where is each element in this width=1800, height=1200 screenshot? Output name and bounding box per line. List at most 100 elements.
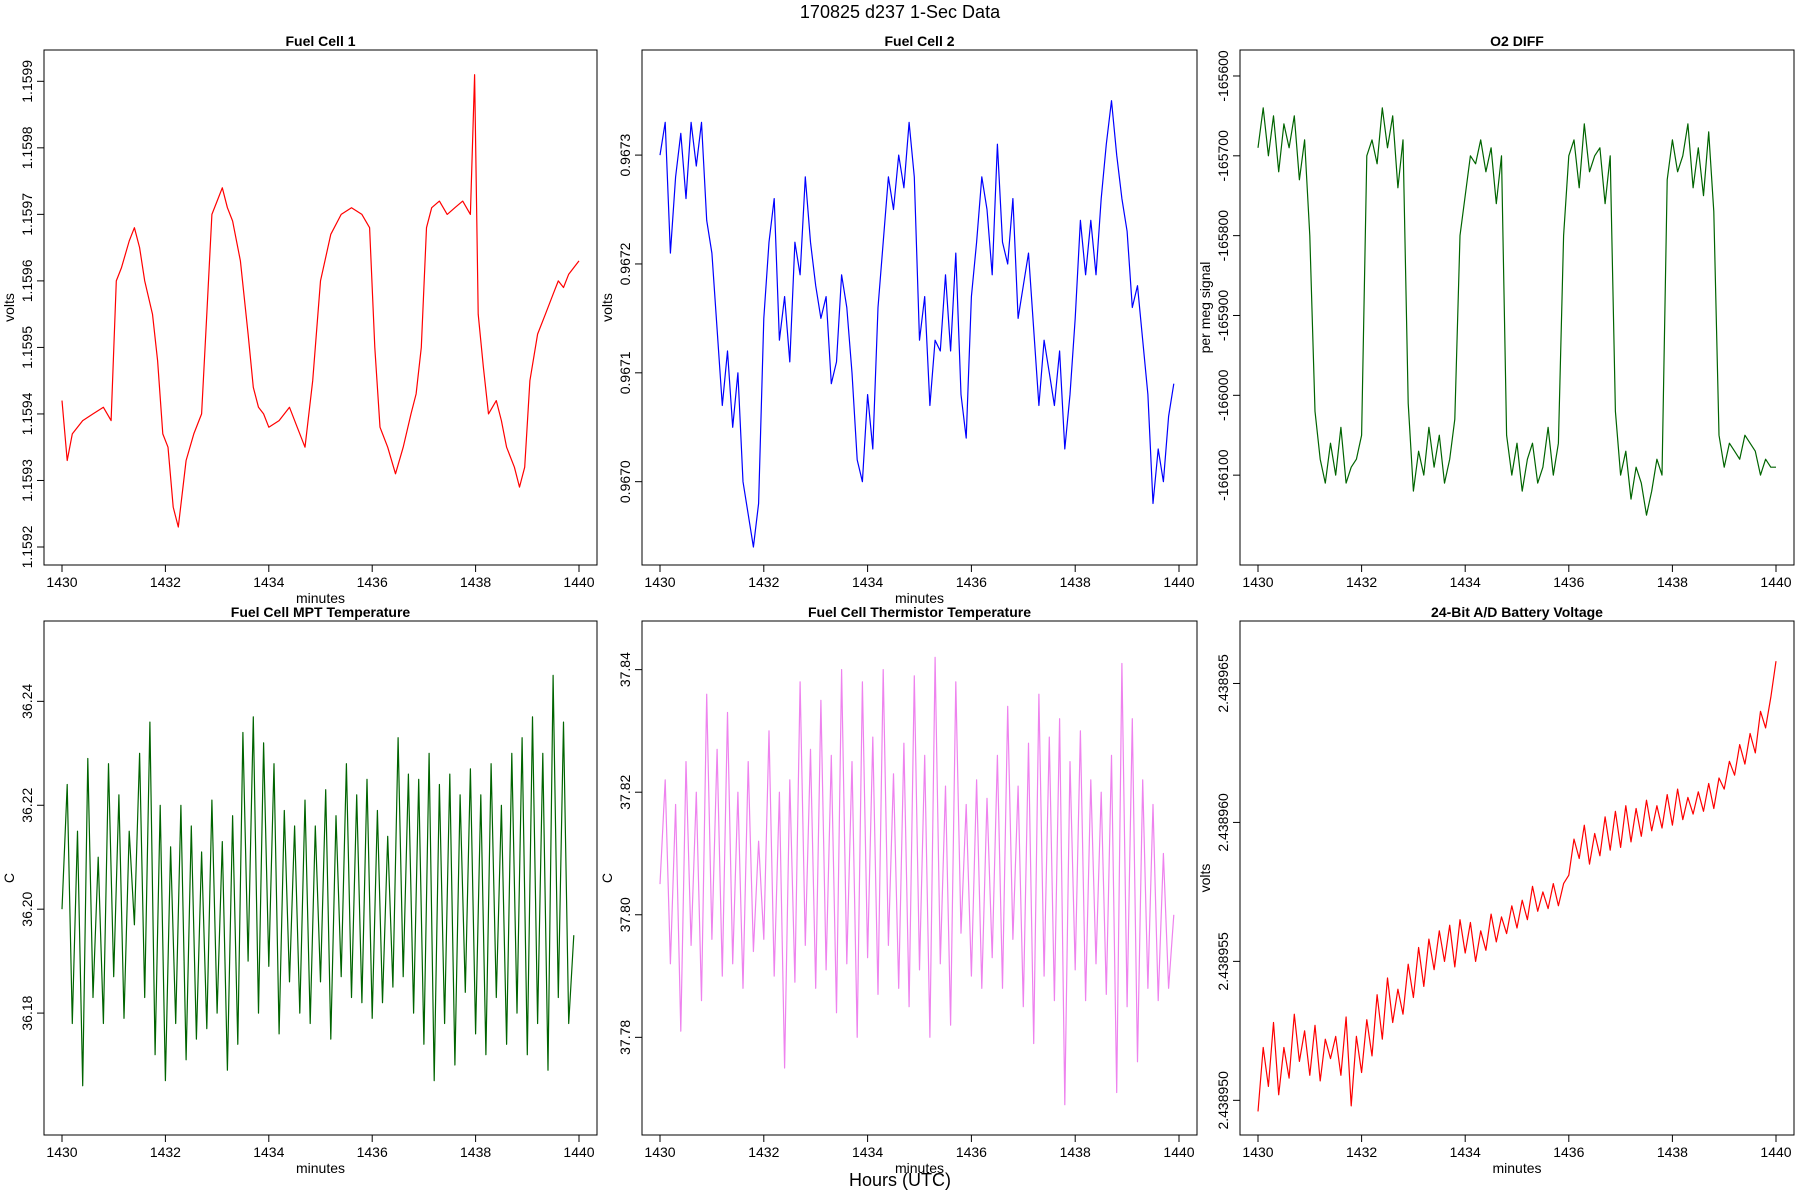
x-tick-label: 1438: [1060, 1144, 1091, 1160]
y-tick-label: 36.18: [19, 995, 35, 1030]
y-tick-label: 1.1598: [19, 126, 35, 169]
y-tick-label: 1.1599: [19, 60, 35, 103]
series-line: [61, 674, 575, 1087]
y-tick-label: -165700: [1215, 130, 1231, 182]
x-tick-label: 1436: [357, 1144, 388, 1160]
x-tick-label: 1438: [1657, 574, 1688, 590]
y-tick-label: 1.1595: [19, 326, 35, 369]
figure-title: 170825 d237 1-Sec Data: [799, 2, 1001, 22]
y-tick-label: -166000: [1215, 369, 1231, 421]
y-axis-label: C: [599, 873, 615, 883]
x-tick-label: 1434: [1450, 574, 1481, 590]
y-tick-label: 0.9670: [617, 460, 633, 503]
chart-title: Fuel Cell 1: [285, 33, 355, 49]
x-tick-label: 1434: [852, 1144, 883, 1160]
chart-title: O2 DIFF: [1490, 33, 1544, 49]
x-tick-label: 1430: [1242, 574, 1273, 590]
x-tick-label: 1432: [748, 574, 779, 590]
plot-frame: [1239, 620, 1795, 1136]
x-axis-label: minutes: [1492, 1160, 1541, 1176]
x-tick-label: 1436: [956, 1144, 987, 1160]
chart-title: 24-Bit A/D Battery Voltage: [1431, 604, 1603, 620]
series-line: [1257, 107, 1776, 516]
y-tick-label: 36.22: [19, 788, 35, 823]
chart-panel-5: Fuel Cell Thermistor Temperature 1430 1432…: [599, 604, 1198, 1176]
y-tick-label: 0.9671: [617, 351, 633, 394]
plot-frame: [641, 620, 1198, 1136]
y-tick-label: 1.1594: [19, 392, 35, 435]
x-tick-label: 1432: [150, 1144, 181, 1160]
y-axis-label: volts: [1, 293, 17, 322]
x-tick-label: 1432: [748, 1144, 779, 1160]
y-tick-label: -165600: [1215, 50, 1231, 102]
chart-panel-6: 24-Bit A/D Battery Voltage 1430 1432 1434 14…: [1197, 604, 1795, 1176]
series-line: [659, 656, 1175, 1106]
y-tick-label: 37.84: [617, 652, 633, 687]
series-line: [659, 100, 1175, 548]
x-axis-label: minutes: [296, 590, 345, 606]
x-tick-label: 1440: [563, 1144, 594, 1160]
y-tick-label: 1.1592: [19, 525, 35, 568]
x-tick-label: 1440: [1163, 574, 1194, 590]
x-tick-label: 1438: [460, 574, 491, 590]
x-tick-label: 1434: [852, 574, 883, 590]
y-tick-label: 37.82: [617, 774, 633, 809]
y-tick-label: 37.80: [617, 897, 633, 932]
x-tick-label: 1440: [563, 574, 594, 590]
x-tick-label: 1436: [357, 574, 388, 590]
x-tick-label: 1436: [1553, 574, 1584, 590]
y-tick-label: -165900: [1215, 290, 1231, 342]
x-tick-label: 1436: [1553, 1144, 1584, 1160]
y-tick-label: 36.24: [19, 684, 35, 719]
plot-frame: [641, 49, 1198, 566]
x-tick-label: 1440: [1163, 1144, 1194, 1160]
y-axis-label: per meg signal: [1197, 262, 1213, 354]
x-axis-label: minutes: [296, 1160, 345, 1176]
plot-frame: [43, 620, 598, 1136]
x-tick-label: 1434: [253, 1144, 284, 1160]
y-tick-label: 1.1596: [19, 259, 35, 302]
y-tick-label: 2.438960: [1215, 793, 1231, 852]
x-tick-label: 1432: [1346, 1144, 1377, 1160]
x-tick-label: 1436: [956, 574, 987, 590]
chart-title: Fuel Cell MPT Temperature: [231, 604, 411, 620]
series-line: [1257, 661, 1777, 1112]
y-tick-label: 2.438965: [1215, 654, 1231, 713]
x-tick-label: 1438: [460, 1144, 491, 1160]
y-tick-label: 1.1597: [19, 193, 35, 236]
chart-title: Fuel Cell 2: [884, 33, 954, 49]
y-axis-label: volts: [1197, 864, 1213, 893]
y-tick-label: 2.438950: [1215, 1071, 1231, 1130]
x-tick-label: 1432: [150, 574, 181, 590]
x-tick-label: 1432: [1346, 574, 1377, 590]
x-tick-label: 1430: [1242, 1144, 1273, 1160]
figure-xlabel: Hours (UTC): [849, 1170, 951, 1190]
x-tick-label: 1430: [644, 574, 675, 590]
x-tick-label: 1438: [1657, 1144, 1688, 1160]
y-tick-label: 37.78: [617, 1020, 633, 1055]
chart-panel-2: Fuel Cell 2 1430 1432 1434 1436 1438 1440 minut…: [599, 33, 1198, 606]
y-tick-label: 1.1593: [19, 459, 35, 502]
chart-panel-1: Fuel Cell 1 1430 1432 1434 1436 1438 1440 minut…: [1, 33, 598, 606]
x-tick-label: 1440: [1760, 1144, 1791, 1160]
chart-title: Fuel Cell Thermistor Temperature: [808, 604, 1031, 620]
y-tick-label: -166100: [1215, 449, 1231, 501]
y-tick-label: 36.20: [19, 891, 35, 926]
plot-frame: [43, 49, 598, 566]
y-tick-label: 0.9673: [617, 133, 633, 176]
x-tick-label: 1438: [1060, 574, 1091, 590]
chart-panel-4: Fuel Cell MPT Temperature 1430 1432 1434 143…: [1, 604, 598, 1176]
series-line: [61, 74, 580, 528]
x-tick-label: 1430: [644, 1144, 675, 1160]
y-tick-label: -165800: [1215, 210, 1231, 262]
x-tick-label: 1430: [46, 574, 77, 590]
x-tick-label: 1430: [46, 1144, 77, 1160]
y-tick-label: 0.9672: [617, 242, 633, 285]
plot-frame: [1239, 49, 1795, 566]
x-tick-label: 1440: [1760, 574, 1791, 590]
x-axis-label: minutes: [895, 1160, 944, 1176]
x-tick-label: 1434: [253, 574, 284, 590]
y-axis-label: C: [1, 873, 17, 883]
